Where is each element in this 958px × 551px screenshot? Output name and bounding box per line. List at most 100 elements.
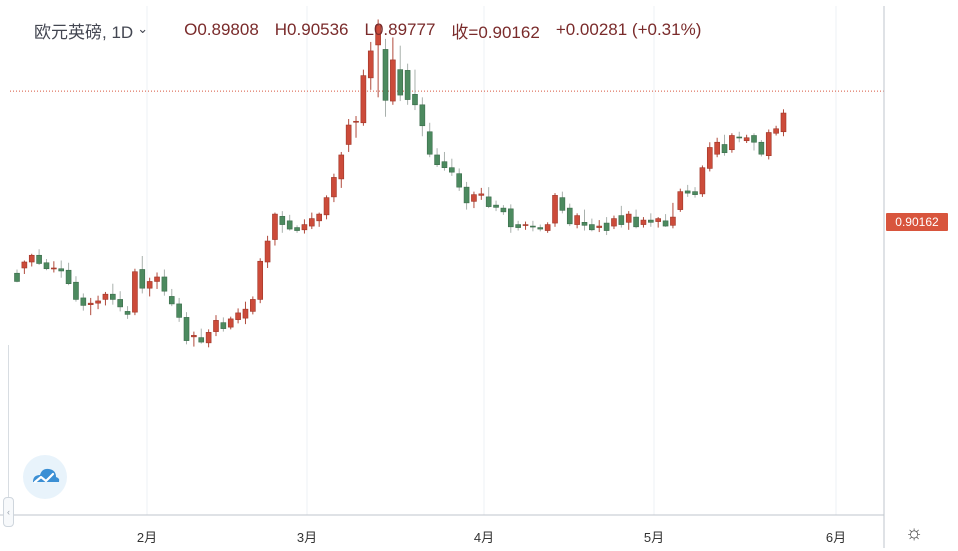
- candle-body: [95, 300, 101, 304]
- last-price-tag: 0.90162: [886, 213, 948, 231]
- candle-body: [323, 197, 330, 216]
- candle: [375, 19, 381, 98]
- candle-body: [648, 219, 654, 223]
- candle: [404, 63, 411, 105]
- candle-body: [515, 224, 521, 228]
- candle-body: [58, 268, 65, 272]
- candle-body: [294, 227, 300, 231]
- candle-body: [773, 128, 779, 134]
- candle-body: [655, 218, 661, 222]
- candle: [515, 220, 521, 231]
- candle: [73, 276, 79, 302]
- candle: [227, 316, 234, 330]
- candle-body: [338, 154, 345, 180]
- candle-body: [264, 240, 271, 263]
- candle: [684, 184, 691, 197]
- chart-legend: 欧元英磅, 1D ⌄ O0.89808 H0.90536 L0.89777 收=…: [34, 19, 717, 42]
- candle: [301, 219, 308, 234]
- candlestick-series: [14, 19, 787, 348]
- candle-body: [419, 104, 426, 127]
- candle: [132, 268, 138, 316]
- candle: [721, 134, 728, 156]
- candle: [124, 306, 131, 319]
- candle-body: [670, 216, 676, 226]
- candle-body: [176, 303, 182, 318]
- x-tick-label: 4月: [473, 530, 495, 545]
- candle: [176, 297, 182, 322]
- open-value: O0.89808: [184, 20, 259, 39]
- candle-body: [390, 59, 396, 102]
- candle: [161, 269, 168, 296]
- symbol-interval[interactable]: 欧元英磅, 1D: [34, 22, 134, 42]
- candle-body: [183, 317, 190, 341]
- candle-body: [765, 132, 772, 157]
- candle-body: [308, 218, 315, 227]
- grid-lines: [146, 6, 837, 515]
- candle-body: [14, 272, 20, 282]
- candle: [566, 203, 573, 227]
- candle-body: [80, 297, 87, 306]
- candle: [478, 187, 485, 200]
- candle: [250, 296, 256, 315]
- candle-body: [345, 124, 352, 145]
- candle-body: [426, 131, 433, 155]
- candle: [544, 222, 551, 233]
- candle: [14, 269, 20, 283]
- candle-body: [51, 267, 57, 270]
- candle-body: [507, 208, 514, 228]
- candle: [493, 200, 499, 212]
- candle-body: [36, 254, 42, 264]
- candle: [692, 187, 698, 198]
- candle: [345, 119, 352, 152]
- chevron-down-icon[interactable]: ⌄: [137, 21, 149, 36]
- candle-body: [552, 195, 558, 224]
- candle-body: [168, 296, 175, 305]
- candle-body: [154, 276, 160, 282]
- candle-body: [235, 312, 241, 320]
- candle-body: [463, 186, 470, 204]
- candle: [80, 293, 87, 311]
- candle-body: [640, 219, 647, 225]
- candle-body: [758, 141, 765, 155]
- candle-body: [375, 25, 381, 46]
- candle-body: [662, 220, 669, 227]
- candle-body: [146, 281, 153, 289]
- candle-body: [456, 173, 463, 188]
- candle-body: [110, 293, 116, 300]
- candle: [308, 212, 315, 230]
- candle: [751, 133, 757, 151]
- gear-icon[interactable]: ☼: [904, 522, 924, 544]
- chevron-left-icon[interactable]: ‹: [3, 497, 14, 527]
- candle: [87, 297, 94, 316]
- candle-body: [250, 299, 256, 312]
- candle: [589, 218, 595, 232]
- candle: [714, 137, 720, 158]
- candle: [603, 217, 610, 236]
- candle-body: [589, 224, 595, 231]
- candle: [743, 134, 750, 143]
- candle-body: [161, 276, 168, 292]
- candle: [463, 181, 470, 210]
- candle: [611, 215, 617, 230]
- x-tick-label: 6月: [825, 530, 847, 545]
- candle-body: [331, 177, 337, 198]
- candle: [441, 151, 448, 171]
- candle-body: [87, 302, 94, 305]
- candle: [205, 329, 212, 348]
- candle: [28, 253, 35, 267]
- candle-body: [397, 69, 404, 96]
- candle-body: [596, 225, 603, 228]
- cloud-logo-icon[interactable]: [23, 455, 67, 499]
- candle-body: [124, 311, 131, 315]
- candle: [139, 256, 146, 294]
- candle: [316, 212, 322, 227]
- candle-body: [360, 75, 367, 124]
- candle-body: [603, 222, 610, 231]
- candle: [537, 224, 544, 232]
- candle: [500, 205, 507, 215]
- candle: [21, 260, 28, 274]
- candle: [110, 283, 116, 305]
- candle-body: [213, 320, 219, 332]
- candle: [367, 41, 374, 90]
